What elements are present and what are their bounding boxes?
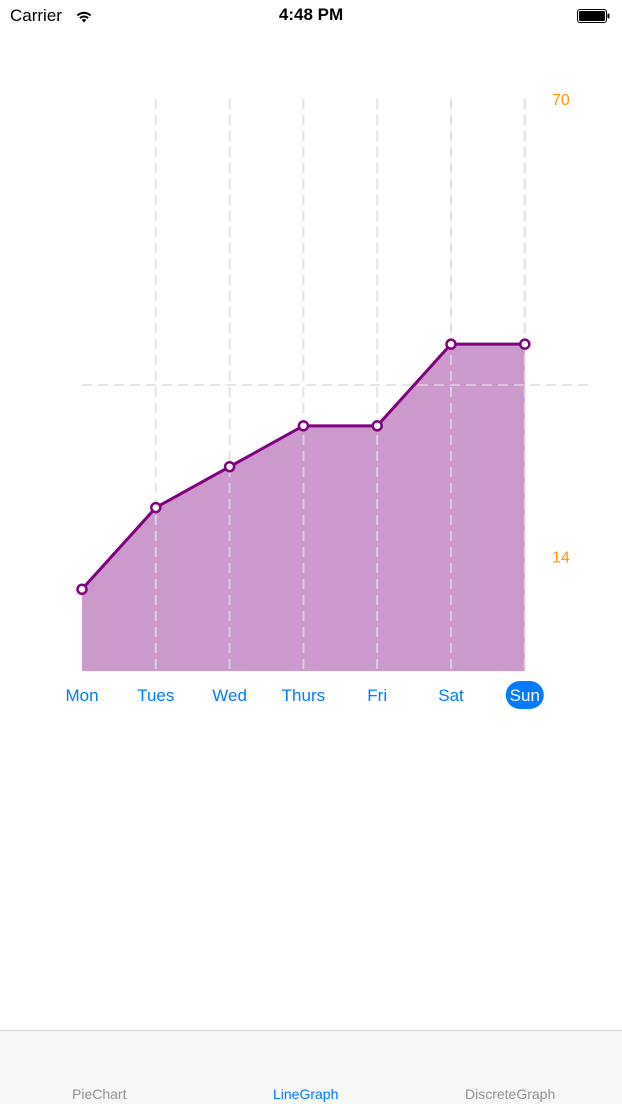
day-label-thurs[interactable]: Thurs (282, 686, 325, 705)
day-label-wed[interactable]: Wed (212, 686, 247, 705)
wifi-icon (76, 11, 92, 23)
day-label-sat[interactable]: Sat (438, 686, 464, 705)
data-point-sat (445, 338, 457, 350)
status-bar: Carrier 4:48 PM (0, 0, 622, 34)
data-point-thurs (297, 420, 310, 432)
day-label-tues[interactable]: Tues (137, 686, 174, 705)
battery-icon (577, 9, 610, 23)
day-label-sun[interactable]: Sun (510, 686, 540, 705)
tab-discretegraph[interactable]: DiscreteGraph (465, 1086, 556, 1102)
selected-day-highlight[interactable] (505, 681, 544, 709)
day-label-fri[interactable]: Fri (367, 686, 387, 705)
y-tick-label: 14 (552, 550, 570, 567)
carrier-label: Carrier (10, 6, 62, 25)
data-point-tues (150, 501, 162, 514)
day-label-mon[interactable]: Mon (65, 686, 98, 705)
data-point-wed (223, 460, 236, 473)
data-point-mon (76, 583, 88, 596)
tab-bar: PieChart LineGraph DiscreteGraph (0, 1030, 622, 1104)
data-point-sun (519, 338, 531, 350)
line-graph: 70 14 Mon Tues Wed Thurs Fri Sat Sun (65, 92, 588, 709)
status-time: 4:48 PM (278, 5, 344, 24)
y-tick-label: 70 (552, 92, 570, 109)
data-point-fri (371, 420, 383, 432)
tab-piechart[interactable]: PieChart (72, 1086, 127, 1102)
tab-linegraph[interactable]: LineGraph (273, 1086, 339, 1102)
